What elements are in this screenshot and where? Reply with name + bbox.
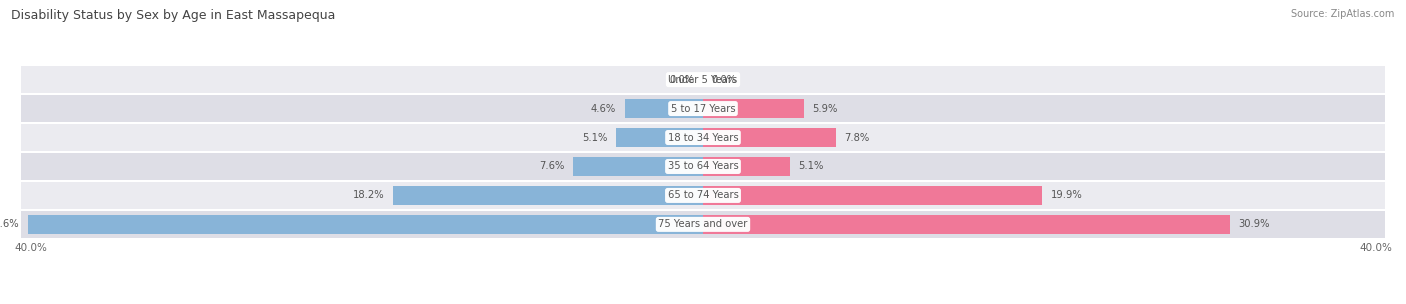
Text: 4.6%: 4.6% (591, 104, 616, 114)
Text: 40.0%: 40.0% (14, 243, 46, 253)
Text: 35 to 64 Years: 35 to 64 Years (668, 161, 738, 171)
Text: 7.8%: 7.8% (845, 133, 870, 143)
Text: 5.9%: 5.9% (813, 104, 838, 114)
Bar (21, 124, 1385, 151)
Text: 30.9%: 30.9% (1239, 219, 1270, 230)
Bar (703, 99, 804, 119)
Bar (574, 157, 703, 176)
Text: 39.6%: 39.6% (0, 219, 20, 230)
Text: Under 5 Years: Under 5 Years (668, 74, 738, 85)
Bar (21, 211, 1385, 238)
Text: 0.0%: 0.0% (669, 74, 695, 85)
Bar (21, 153, 1385, 180)
Text: 65 to 74 Years: 65 to 74 Years (668, 190, 738, 200)
Text: 19.9%: 19.9% (1050, 190, 1083, 200)
Text: Disability Status by Sex by Age in East Massapequa: Disability Status by Sex by Age in East … (11, 9, 336, 22)
Text: 5.1%: 5.1% (799, 161, 824, 171)
Text: 7.6%: 7.6% (540, 161, 565, 171)
Bar (616, 128, 703, 147)
Text: 5.1%: 5.1% (582, 133, 607, 143)
Text: 75 Years and over: 75 Years and over (658, 219, 748, 230)
Bar (624, 99, 703, 119)
Bar (703, 128, 837, 147)
Text: 18.2%: 18.2% (353, 190, 384, 200)
Bar (21, 95, 1385, 122)
Bar (21, 182, 1385, 209)
Text: 18 to 34 Years: 18 to 34 Years (668, 133, 738, 143)
Text: 5 to 17 Years: 5 to 17 Years (671, 104, 735, 114)
Bar (392, 185, 703, 205)
Bar (703, 185, 1042, 205)
Bar (28, 215, 703, 234)
Text: 0.0%: 0.0% (711, 74, 737, 85)
Text: 40.0%: 40.0% (1360, 243, 1392, 253)
Bar (21, 66, 1385, 93)
Bar (703, 215, 1230, 234)
Text: Source: ZipAtlas.com: Source: ZipAtlas.com (1291, 9, 1395, 19)
Bar (703, 157, 790, 176)
